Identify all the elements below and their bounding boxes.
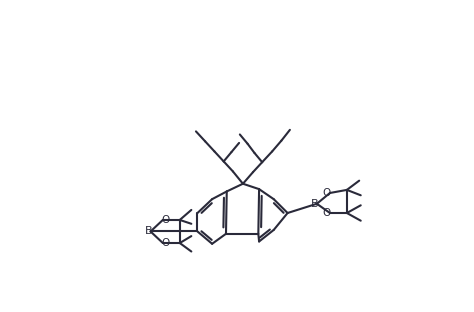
Text: B: B [311, 199, 319, 209]
Text: O: O [323, 188, 331, 198]
Text: O: O [162, 238, 170, 248]
Text: O: O [323, 208, 331, 218]
Text: B: B [145, 227, 152, 236]
Text: O: O [162, 215, 170, 225]
